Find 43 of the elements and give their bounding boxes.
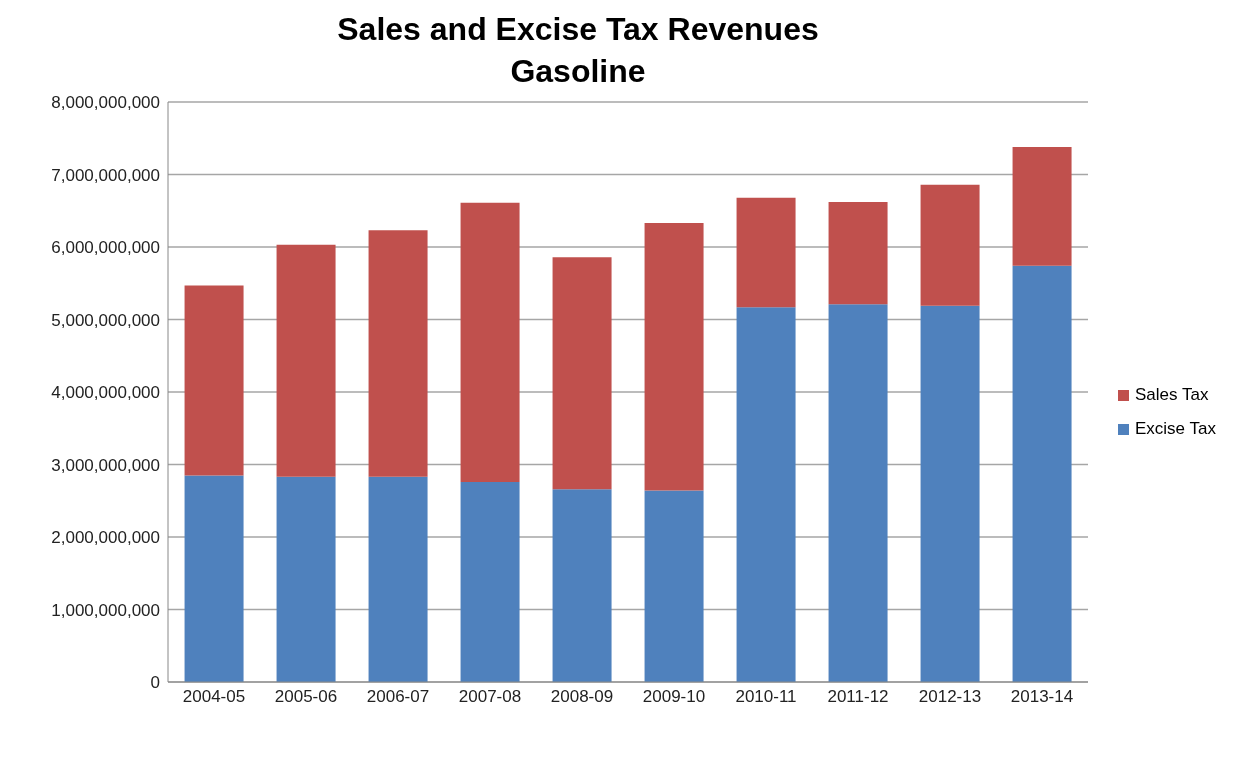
x-tick-label: 2009-10 [642,687,706,707]
bar [460,481,520,682]
bar [1012,265,1072,682]
legend-label: Sales Tax [1135,385,1209,405]
bar [1012,146,1072,266]
bar [368,476,428,682]
y-tick-label: 5,000,000,000 [51,310,160,330]
y-tick-label: 3,000,000,000 [51,455,160,475]
bar [276,476,336,682]
y-tick-label: 4,000,000,000 [51,383,160,403]
y-tick-label: 6,000,000,000 [51,238,160,258]
bar [920,305,980,682]
bar [184,285,244,476]
bar [552,257,612,490]
x-tick-label: 2006-07 [366,687,430,707]
y-tick-label: 8,000,000,000 [51,93,160,113]
chart-subtitle: Gasoline [509,52,647,91]
x-tick-label: 2013-14 [1010,687,1074,707]
bar [368,230,428,477]
x-tick-label: 2005-06 [274,687,338,707]
chart-title: Sales and Excise Tax Revenues [336,10,820,49]
bar [644,490,704,682]
x-tick-label: 2004-05 [182,687,246,707]
y-tick-label: 2,000,000,000 [51,528,160,548]
y-tick-label: 7,000,000,000 [51,165,160,185]
bar [460,202,520,482]
x-tick-label: 2008-09 [550,687,614,707]
bar [828,202,888,305]
bar [736,307,796,682]
x-tick-label: 2012-13 [918,687,982,707]
bar [736,197,796,308]
x-tick-label: 2010-11 [735,687,797,707]
bar [276,244,336,477]
x-tick-label: 2011-12 [827,687,889,707]
legend-label: Excise Tax [1135,419,1216,439]
y-tick-label: 1,000,000,000 [51,600,160,620]
x-tick-label: 2007-08 [458,687,522,707]
y-tick-label: 0 [150,673,160,693]
bar [552,489,612,682]
bar [184,475,244,682]
bar [828,304,888,682]
bar [644,223,704,491]
bar [920,184,980,306]
